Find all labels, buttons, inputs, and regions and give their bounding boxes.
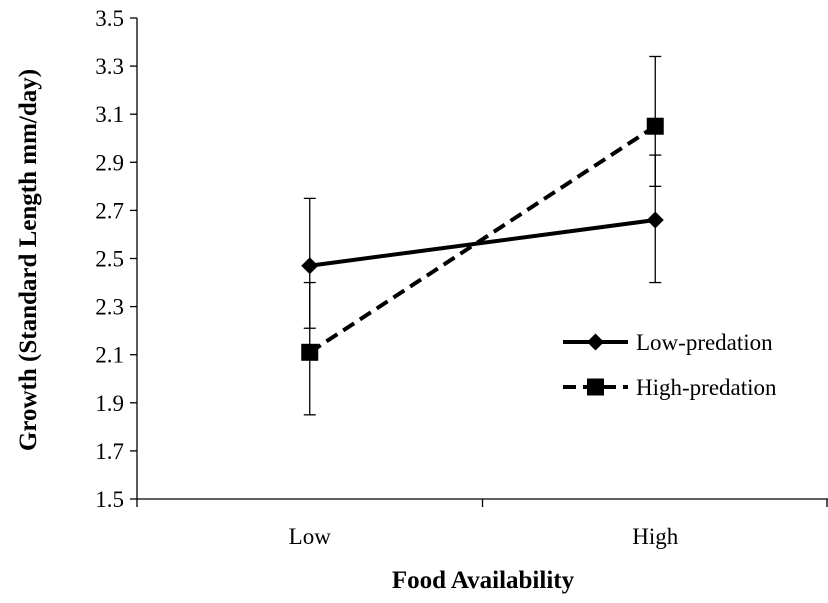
y-tick-label: 1.5 [95, 487, 124, 512]
y-tick-label: 2.3 [95, 295, 124, 320]
y-tick-label: 3.5 [95, 6, 124, 31]
axes [130, 17, 828, 507]
x-axis-title: Food Availability [392, 567, 575, 594]
error-bars [303, 55, 662, 416]
square-marker [587, 378, 604, 396]
y-tick-label: 3.3 [95, 54, 124, 79]
series-markers [301, 117, 664, 361]
tick-labels: 1.5 1.7 1.9 2.1 2.3 2.5 2.7 2.9 3.1 3.3 3.5 Low High [95, 6, 679, 549]
y-tick-label: 2.1 [95, 343, 124, 368]
diamond-marker [646, 211, 664, 229]
series-line-low-predation [309, 218, 656, 268]
diamond-marker [301, 257, 319, 275]
legend: Low-predation High-predation [563, 330, 777, 400]
series-line-high-predation [308, 124, 657, 354]
square-marker [301, 343, 319, 361]
diamond-marker [587, 333, 604, 351]
y-tick-label: 3.1 [95, 102, 124, 127]
y-tick-label: 2.9 [95, 150, 124, 175]
square-marker [646, 117, 664, 135]
y-tick-label: 1.7 [95, 439, 124, 464]
x-tick-label: Low [289, 524, 332, 549]
y-tick-label: 2.7 [95, 198, 124, 223]
y-tick-label: 2.5 [95, 247, 124, 272]
y-axis-title: Growth (Standard Length mm/day) [15, 69, 42, 451]
legend-label: High-predation [636, 375, 777, 400]
x-tick-label: High [632, 524, 679, 549]
legend-label: Low-predation [636, 330, 773, 355]
y-tick-label: 1.9 [95, 391, 124, 416]
series-lines [308, 124, 657, 354]
